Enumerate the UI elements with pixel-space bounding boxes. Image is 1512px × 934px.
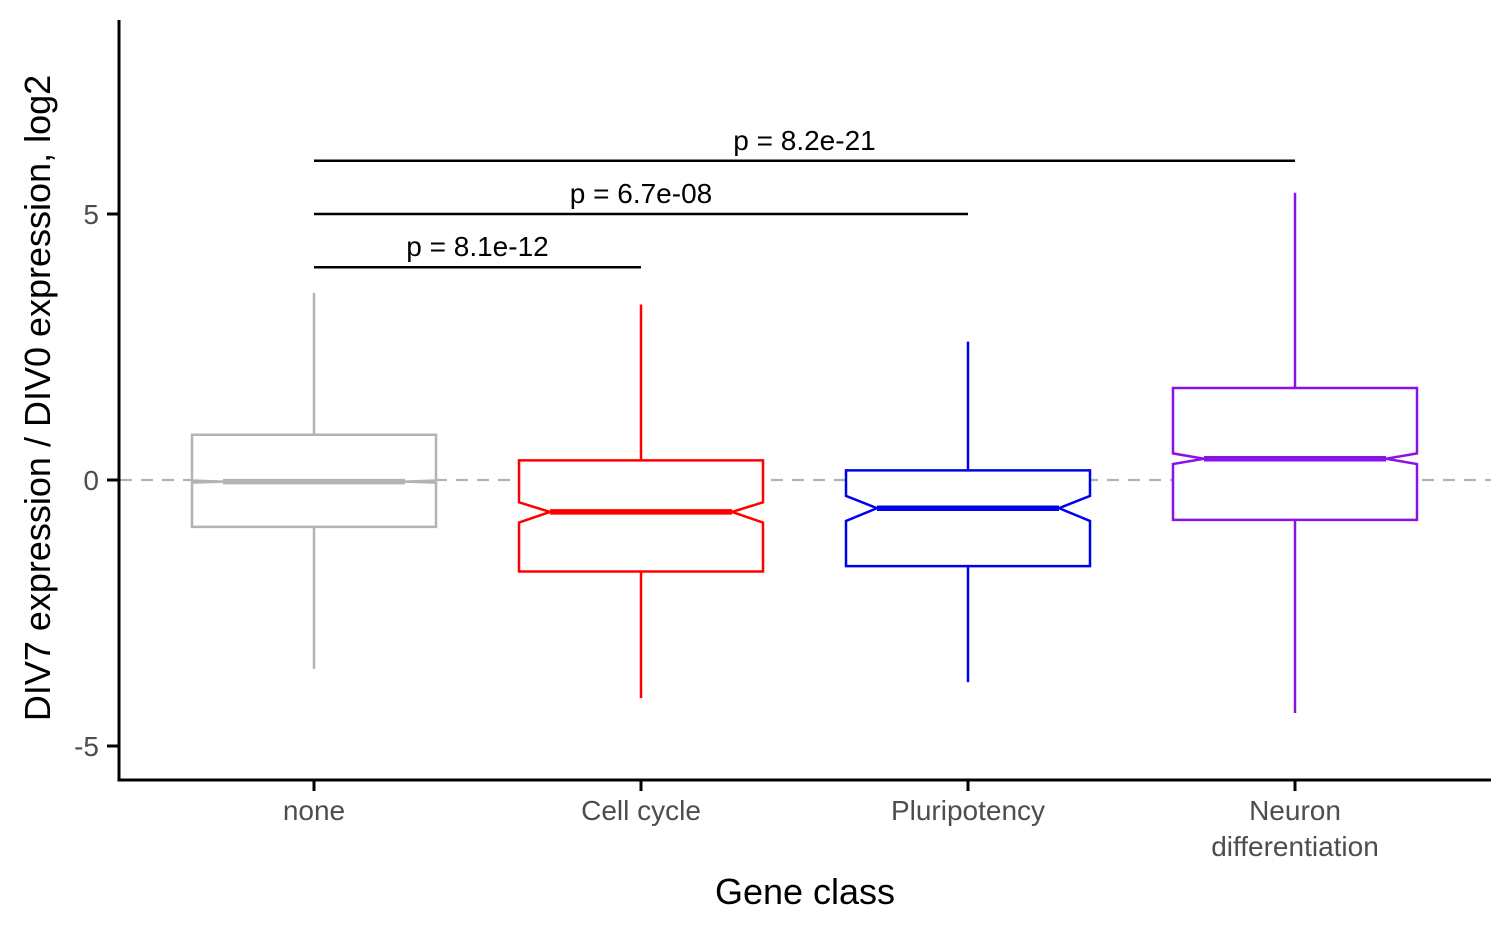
plot-area: p = 8.1e-12 p = 6.7e-08 p = 8.2e-21 <box>120 125 1491 714</box>
y-tick-label-0: -5 <box>74 731 99 762</box>
x-tick-label-cell-cycle: Cell cycle <box>581 795 701 826</box>
y-axis-title: DIV7 expression / DIV0 expression, log2 <box>17 75 58 721</box>
x-tick-label-pluripotency: Pluripotency <box>891 795 1045 826</box>
axes: Gene class DIV7 expression / DIV0 expres… <box>17 20 1491 912</box>
x-axis-title: Gene class <box>715 871 895 912</box>
box-neuron-differentiation <box>1171 386 1419 522</box>
x-tick-label-neuron-differentiation: Neuron differentiation <box>1211 795 1379 862</box>
p-value-label-0: p = 8.1e-12 <box>406 231 548 262</box>
p-value-label-2: p = 8.2e-21 <box>733 125 875 156</box>
box-cell-cycle <box>517 459 765 573</box>
y-tick-label-2: 5 <box>83 199 99 230</box>
x-tick-label-none: none <box>283 795 345 826</box>
y-tick-label-1: 0 <box>83 465 99 496</box>
p-value-label-1: p = 6.7e-08 <box>570 178 712 209</box>
box-pluripotency <box>844 469 1092 568</box>
